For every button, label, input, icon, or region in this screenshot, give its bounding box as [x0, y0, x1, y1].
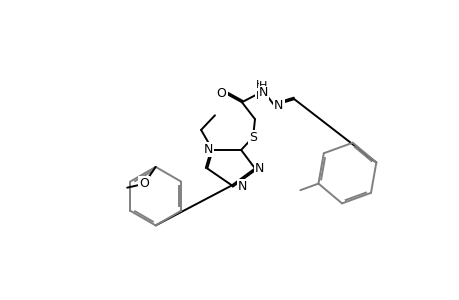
Text: O: O — [216, 87, 226, 100]
Text: N: N — [274, 99, 283, 112]
Text: N: N — [238, 180, 247, 194]
Text: O: O — [139, 177, 149, 190]
Text: H: H — [259, 81, 267, 91]
Text: H
N: H N — [256, 80, 264, 101]
Text: N: N — [203, 143, 212, 157]
Text: N: N — [254, 162, 264, 175]
Text: S: S — [248, 131, 256, 144]
Text: N: N — [258, 86, 268, 100]
